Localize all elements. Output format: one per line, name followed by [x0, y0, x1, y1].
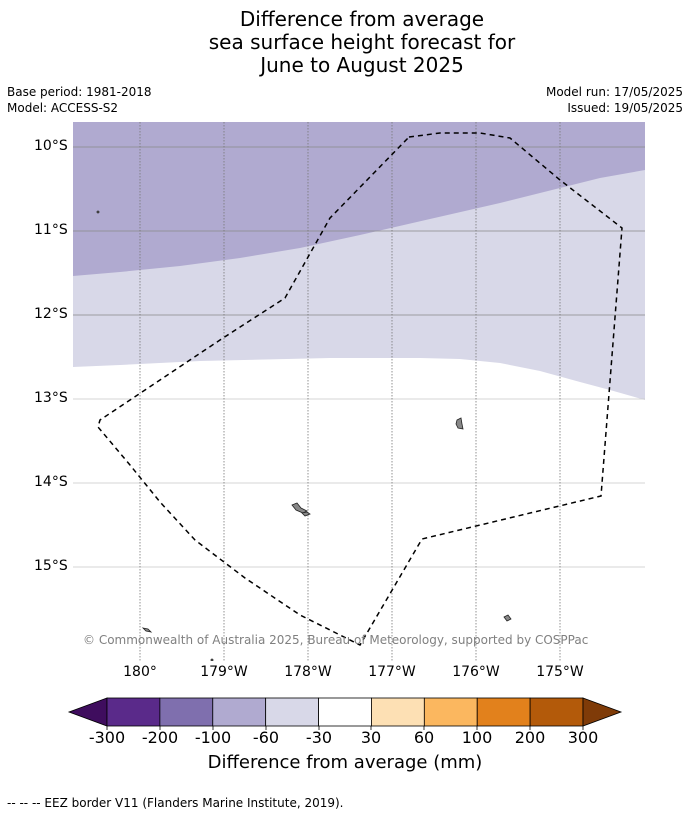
lon-label-178w: 178°W — [284, 664, 332, 680]
eez-legend: -- -- -- EEZ border V11 (Flanders Marine… — [7, 796, 344, 810]
model-run-text: Model run: 17/05/2025 — [545, 85, 683, 99]
cb-tick-label: 300 — [567, 728, 599, 747]
cb-tick-label: -100 — [194, 728, 232, 747]
lat-label-10s: 10°S — [34, 138, 68, 154]
colorbar-extension-high — [582, 697, 623, 727]
colorbar-segment — [476, 697, 531, 727]
lon-label-180: 180° — [123, 664, 157, 680]
eez-border — [97, 132, 623, 646]
title-line-2: sea surface height forecast for — [208, 30, 516, 54]
colorbar-tick-marks — [106, 726, 584, 730]
lat-label-12s: 12°S — [34, 306, 68, 322]
colorbar-title: Difference from average (mm) — [207, 752, 483, 773]
island-e — [141, 627, 153, 633]
lon-label-179w: 179°W — [200, 664, 248, 680]
base-period-text: Base period: 1981-2018 — [7, 85, 152, 99]
chart-title: Difference from average sea surface heig… — [0, 8, 690, 77]
colorbar-segment — [265, 697, 319, 727]
lat-label-13s: 13°S — [34, 390, 68, 406]
colorbar-segments — [67, 697, 623, 727]
colorbar-segment — [423, 697, 478, 727]
lat-label-15s: 15°S — [34, 558, 68, 574]
island-d — [503, 614, 512, 622]
cb-tick-label: -30 — [305, 728, 333, 747]
colorbar-segment — [318, 697, 372, 727]
title-line-3: June to August 2025 — [260, 53, 464, 77]
lon-label-177w: 177°W — [368, 664, 416, 680]
lon-label-175w: 175°W — [536, 664, 584, 680]
cb-tick-label: -300 — [88, 728, 126, 747]
model-text: Model: ACCESS-S2 — [7, 101, 119, 115]
cb-tick-label: 60 — [413, 728, 435, 747]
island-c — [301, 511, 311, 517]
cb-tick-label: -200 — [141, 728, 179, 747]
metadata-left: Base period: 1981-2018 Model: ACCESS-S2 — [7, 84, 152, 116]
colorbar-segment — [212, 697, 267, 727]
issued-text: Issued: 19/05/2025 — [567, 101, 683, 115]
colorbar-segment — [371, 697, 425, 727]
anomaly-region-dark — [73, 122, 645, 276]
cb-tick-label: 200 — [514, 728, 546, 747]
lon-label-176w: 176°W — [452, 664, 500, 680]
island-f — [96, 210, 100, 214]
graticule — [73, 146, 645, 568]
island-g — [210, 658, 214, 661]
island-a — [455, 417, 464, 430]
island-b — [291, 502, 308, 514]
lat-label-11s: 11°S — [34, 222, 68, 238]
colorbar-segment — [529, 697, 584, 727]
cb-tick-label: 100 — [461, 728, 493, 747]
colorbar-segment — [159, 697, 214, 727]
cb-tick-label: -60 — [252, 728, 280, 747]
copyright-notice: © Commonwealth of Australia 2025, Bureau… — [83, 633, 589, 647]
colorbar-extension-low — [67, 697, 108, 727]
metadata-right: Model run: 17/05/2025 Issued: 19/05/2025 — [546, 84, 683, 116]
cb-tick-label: 30 — [360, 728, 382, 747]
islands — [96, 210, 512, 661]
lat-label-14s: 14°S — [34, 474, 68, 490]
title-line-1: Difference from average — [239, 7, 485, 31]
colorbar-segment — [106, 697, 161, 727]
